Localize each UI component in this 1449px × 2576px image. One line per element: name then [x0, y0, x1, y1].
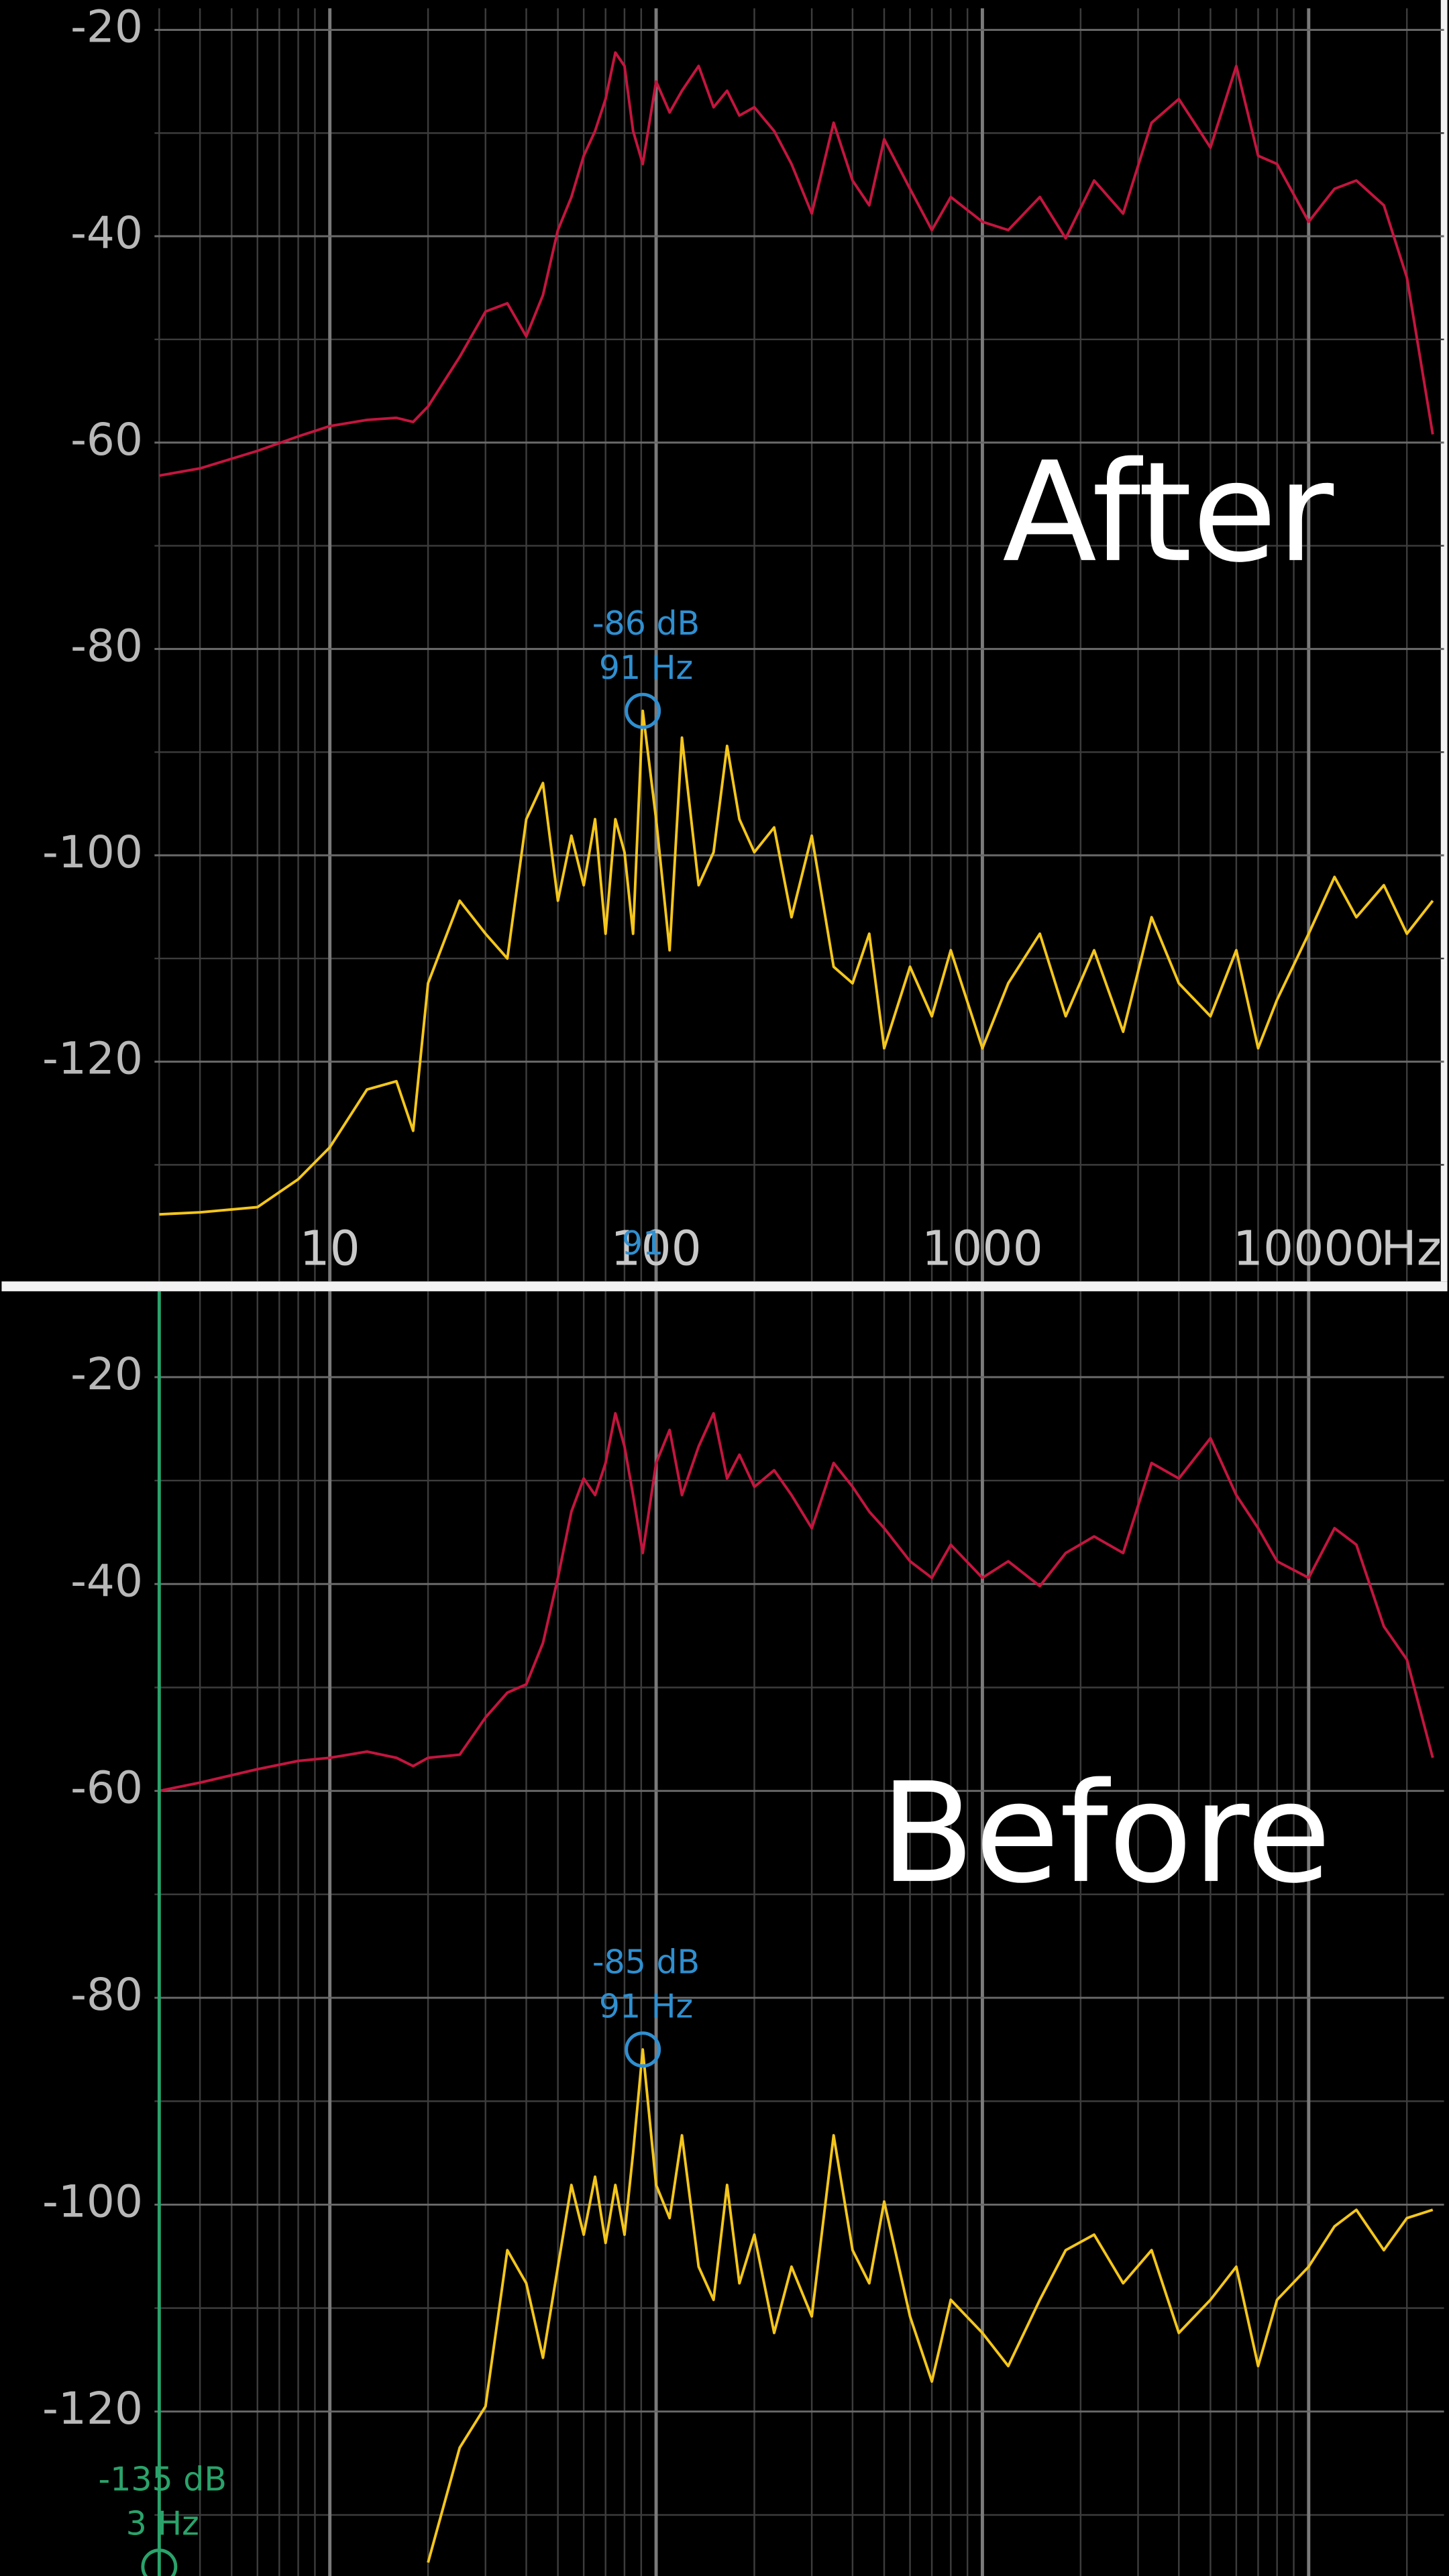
- spectrum-line: [158, 1411, 1434, 1792]
- cursor-label: -86 dB: [592, 604, 700, 643]
- cursor-label: 3 Hz: [126, 2504, 199, 2542]
- y-tick-label: -100: [42, 826, 143, 878]
- y-tick-label: -60: [70, 1762, 143, 1814]
- y-tick-label: -40: [70, 207, 143, 259]
- chart: -20 -40 -60 -80 -100 -120 Before -85 dB 91 Hz -13…: [42, 1291, 1444, 2576]
- x-tick-label: 10000: [1233, 1221, 1385, 1277]
- x-unit: Hz: [1381, 1221, 1442, 1277]
- cursor-axis-label: 91: [622, 1224, 663, 1263]
- spectrum-line: [159, 51, 1434, 477]
- annotation: After: [1002, 432, 1334, 593]
- cursor-label: -135 dB: [99, 2460, 227, 2498]
- y-tick-label: -80: [70, 620, 143, 672]
- y-tick-label: -100: [42, 2176, 143, 2228]
- x-tick-label: 100: [610, 1221, 702, 1277]
- y-tick-label: -20: [70, 1348, 143, 1400]
- spectrum-line: [427, 2048, 1434, 2563]
- y-tick-label: -120: [42, 2383, 143, 2434]
- plot-area: [154, 1291, 1444, 2576]
- edge: [1440, 0, 1448, 1282]
- y-tick-label: -20: [70, 1, 143, 53]
- cursor-label: 91 Hz: [599, 649, 693, 687]
- x-tick-label: 10: [299, 1221, 360, 1277]
- cursor-marker: [625, 2031, 661, 2068]
- cursor-marker: [625, 692, 661, 729]
- cursor-label: 91 Hz: [599, 1987, 693, 2025]
- plot-area: [154, 8, 1444, 1282]
- spectrum-line: [159, 709, 1434, 1216]
- y-tick-label: -120: [42, 1033, 143, 1085]
- y-tick-label: -40: [70, 1555, 143, 1607]
- cursor-marker: [141, 2548, 178, 2576]
- annotation: Before: [880, 1753, 1332, 1914]
- x-tick-label: 1000: [922, 1221, 1043, 1277]
- y-tick-label: -80: [70, 1969, 143, 2021]
- y-tick-label: -60: [70, 414, 143, 466]
- cursor-label: -85 dB: [592, 1943, 700, 1981]
- separator: [1, 1281, 1448, 1291]
